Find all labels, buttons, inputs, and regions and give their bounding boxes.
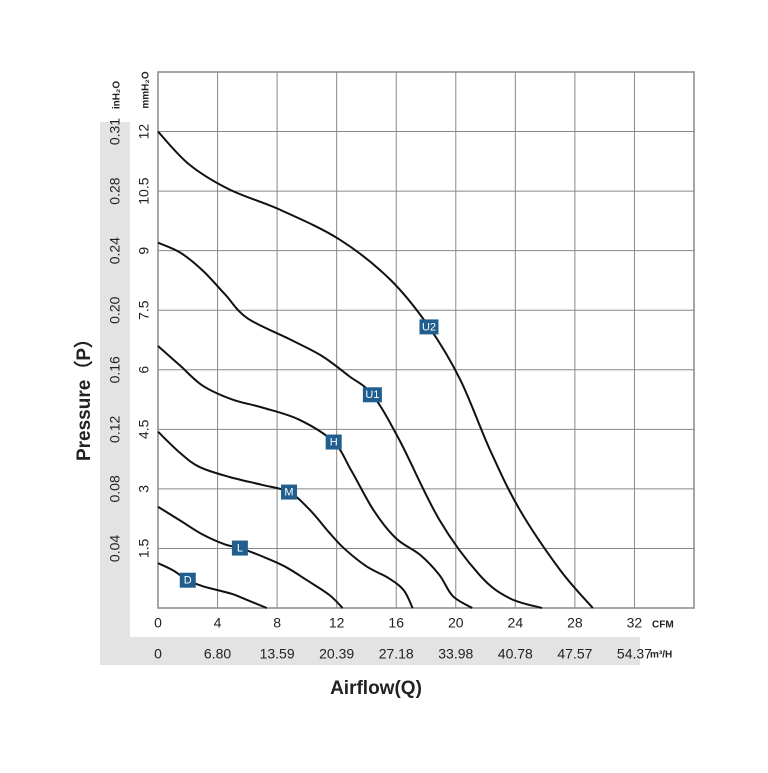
y-tick-label: 9 bbox=[136, 247, 152, 255]
curve-tag: D bbox=[184, 575, 192, 587]
y2-band bbox=[100, 122, 130, 608]
x-tick-label: 16 bbox=[388, 615, 404, 631]
x-tick-label: 0 bbox=[154, 615, 162, 631]
y-tick-label: 6 bbox=[136, 366, 152, 374]
y2-tick-label: 0.12 bbox=[107, 415, 123, 442]
curve bbox=[157, 562, 268, 609]
x-tick-label: 8 bbox=[273, 615, 281, 631]
y-axis-title: Pressure（P） bbox=[72, 329, 95, 461]
y2-tick-label: 0.04 bbox=[107, 535, 123, 562]
x2-tick-label: 54.37 bbox=[617, 646, 652, 662]
x2-unit: m³/H bbox=[650, 650, 672, 661]
curve-tag: L bbox=[237, 542, 243, 554]
curve bbox=[157, 430, 414, 609]
grid bbox=[157, 71, 695, 609]
y-tick-label: 10.5 bbox=[136, 177, 152, 204]
x2-tick-label: 40.78 bbox=[498, 646, 533, 662]
x-tick-label: 28 bbox=[567, 615, 583, 631]
x2-tick-label: 47.57 bbox=[557, 646, 592, 662]
x2-band bbox=[130, 637, 640, 665]
curve-tag-box bbox=[281, 484, 298, 500]
x-tick-label: 4 bbox=[214, 615, 222, 631]
x2-tick-label: 33.98 bbox=[438, 646, 473, 662]
y2-tick-label: 0.28 bbox=[107, 177, 123, 204]
plot-frame bbox=[157, 71, 695, 609]
curve-tag-box bbox=[419, 319, 439, 335]
x2-tick-label: 0 bbox=[154, 646, 162, 662]
curve-tag: U1 bbox=[365, 389, 379, 401]
x2-tick-label: 6.80 bbox=[204, 646, 231, 662]
y2-tick-label: 0.31 bbox=[107, 118, 123, 145]
curves bbox=[157, 130, 594, 609]
curve-tag: H bbox=[330, 436, 338, 448]
curve-tag-box bbox=[325, 434, 342, 450]
y-tick-label: 7.5 bbox=[136, 300, 152, 320]
y2-tick-label: 0.16 bbox=[107, 356, 123, 383]
x-tick-label: 12 bbox=[329, 615, 345, 631]
curve-tag-box bbox=[179, 572, 196, 588]
y2-tick-label: 0.08 bbox=[107, 475, 123, 502]
x-tick-label: 24 bbox=[508, 615, 524, 631]
x-tick-label: 20 bbox=[448, 615, 464, 631]
curve bbox=[157, 345, 473, 609]
x-tick-label: 32 bbox=[627, 615, 643, 631]
y2-tick-label: 0.24 bbox=[107, 237, 123, 264]
x-axis-title: Airflow(Q) bbox=[330, 678, 422, 699]
x2-tick-label: 20.39 bbox=[319, 646, 354, 662]
x-unit: CFM bbox=[652, 620, 674, 631]
y-tick-label: 1.5 bbox=[136, 539, 152, 559]
curve-tag: U2 bbox=[422, 321, 436, 333]
curve bbox=[157, 241, 543, 609]
corner-band bbox=[100, 608, 130, 665]
curve bbox=[157, 130, 594, 609]
y2-unit: inH₂O bbox=[112, 81, 123, 110]
x2-tick-label: 27.18 bbox=[379, 646, 414, 662]
x2-tick-label: 13.59 bbox=[260, 646, 295, 662]
curve bbox=[157, 505, 344, 609]
labels: 0 0 4 6.80 8 13.59 12 20.39 16 27.18 20 33.98 24 40.7… bbox=[107, 118, 652, 662]
y-tick-label: 3 bbox=[136, 485, 152, 493]
y-tick-label: 4.5 bbox=[136, 419, 152, 439]
y2-tick-label: 0.20 bbox=[107, 296, 123, 323]
y-unit: mmH₂O bbox=[141, 71, 152, 108]
curve-tag-box bbox=[362, 387, 382, 403]
y-tick-label: 12 bbox=[136, 124, 152, 140]
curve-tag-box bbox=[231, 540, 248, 556]
curve-tag: M bbox=[284, 486, 293, 498]
